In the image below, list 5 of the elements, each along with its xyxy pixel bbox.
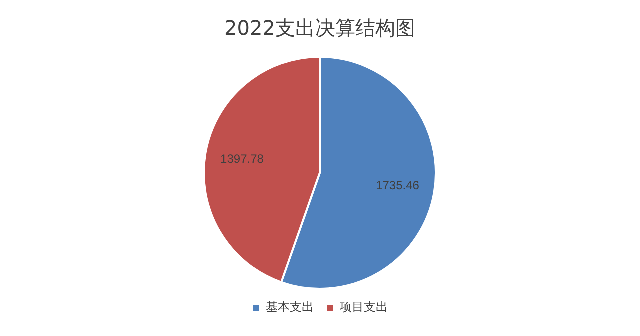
legend-label: 项目支出 [340, 300, 388, 314]
legend-label: 基本支出 [266, 300, 314, 314]
chart-title: 2022支出决算结构图 [224, 16, 416, 40]
data-label: 1397.78 [220, 152, 264, 166]
data-label: 1735.46 [376, 178, 420, 193]
